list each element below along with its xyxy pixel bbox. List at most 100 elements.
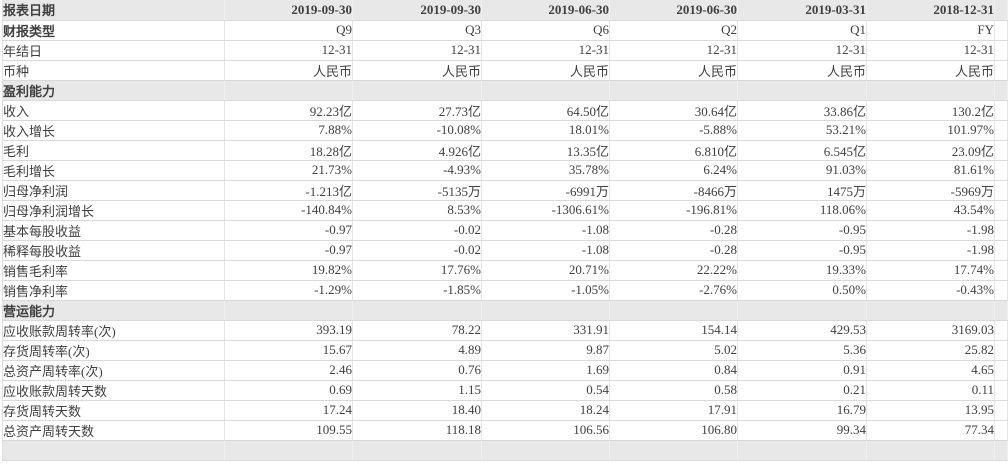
cell: 0.50% xyxy=(737,280,867,301)
cell: 21.73% xyxy=(224,160,353,181)
cell: 331.91 xyxy=(481,320,610,341)
cell: 78.22 xyxy=(352,320,482,341)
cell: 0.91 xyxy=(737,360,867,381)
cell: 64.50亿 xyxy=(481,100,610,121)
cell: -6991万 xyxy=(481,180,610,201)
cell: Q6 xyxy=(481,20,610,41)
cell: -5135万 xyxy=(352,180,482,201)
row-label: 毛利增长 xyxy=(2,160,225,181)
row-label: 销售毛利率 xyxy=(2,260,225,281)
cell: 30.64亿 xyxy=(609,100,738,121)
cell: -2.76% xyxy=(609,280,738,301)
cell: 43.54% xyxy=(866,200,995,221)
cell: 130.2亿 xyxy=(866,100,995,121)
cell: 1.15 xyxy=(352,380,482,401)
cell: 77.34 xyxy=(866,420,995,441)
clipped-column-cell xyxy=(994,40,1008,61)
data-row: 稀释每股收益 -0.97 -0.02 -1.08 -0.28 -0.95 -1.98 xyxy=(2,240,1008,261)
data-row: 基本每股收益 -0.97 -0.02 -1.08 -0.28 -0.95 -1.98 xyxy=(2,220,1008,241)
report-date-row: 报表日期 2019-09-30 2019-09-30 2019-06-30 2019-0… xyxy=(2,0,1008,21)
section-header-spacer-cell xyxy=(866,80,995,101)
clipped-section-cell xyxy=(224,440,353,461)
cell: -0.28 xyxy=(609,240,738,261)
cell: 2.46 xyxy=(224,360,353,381)
cell: -1.98 xyxy=(866,220,995,241)
cell: 0.76 xyxy=(352,360,482,381)
clipped-column-cell xyxy=(994,440,1008,461)
clipped-column-cell xyxy=(994,180,1008,201)
clipped-section-cell xyxy=(352,440,482,461)
cell: -10.08% xyxy=(352,120,482,141)
report-date-value: 2019-09-30 xyxy=(224,0,353,21)
clipped-column-cell xyxy=(994,160,1008,181)
clipped-column-cell xyxy=(994,300,1008,321)
clipped-column-cell xyxy=(994,420,1008,441)
cell: -0.97 xyxy=(224,240,353,261)
cell: 12-31 xyxy=(352,40,482,61)
cell: 53.21% xyxy=(737,120,867,141)
clipped-column-cell xyxy=(994,20,1008,41)
clipped-column-cell xyxy=(994,340,1008,361)
row-label: 总资产周转天数 xyxy=(2,420,225,441)
cell: -140.84% xyxy=(224,200,353,221)
cell: 13.95 xyxy=(866,400,995,421)
section-header-spacer-cell xyxy=(481,300,610,321)
cell: 12-31 xyxy=(737,40,867,61)
data-row: 销售净利率 -1.29% -1.85% -1.05% -2.76% 0.50% -0.43% xyxy=(2,280,1008,301)
report-date-value: 2018-12-31 xyxy=(866,0,995,21)
report-date-value: 2019-03-31 xyxy=(737,0,867,21)
cell: 人民币 xyxy=(481,60,610,81)
clipped-column-cell xyxy=(994,80,1008,101)
report-date-value: 2019-09-30 xyxy=(352,0,482,21)
cell: 18.24 xyxy=(481,400,610,421)
cell: 4.89 xyxy=(352,340,482,361)
cell: 19.82% xyxy=(224,260,353,281)
cell: 27.73亿 xyxy=(352,100,482,121)
cell: Q2 xyxy=(609,20,738,41)
cell: 17.76% xyxy=(352,260,482,281)
cell: 5.02 xyxy=(609,340,738,361)
cell: 17.24 xyxy=(224,400,353,421)
cell: 0.58 xyxy=(609,380,738,401)
meta-row: 币种 人民币 人民币 人民币 人民币 人民币 人民币 xyxy=(2,60,1008,81)
cell: -1.98 xyxy=(866,240,995,261)
clipped-column-cell xyxy=(994,60,1008,81)
cell: 人民币 xyxy=(352,60,482,81)
cell: 393.19 xyxy=(224,320,353,341)
row-label: 稀释每股收益 xyxy=(2,240,225,261)
cell: -5.88% xyxy=(609,120,738,141)
row-label: 年结日 xyxy=(2,40,225,61)
cell: -5969万 xyxy=(866,180,995,201)
clipped-column-cell xyxy=(994,220,1008,241)
cell: 91.03% xyxy=(737,160,867,181)
cell: 23.09亿 xyxy=(866,140,995,161)
row-label: 基本每股收益 xyxy=(2,220,225,241)
section-header-spacer-cell xyxy=(609,80,738,101)
cell: 35.78% xyxy=(481,160,610,181)
cell: -1.08 xyxy=(481,240,610,261)
cell: 154.14 xyxy=(609,320,738,341)
data-row: 存货周转率(次) 15.67 4.89 9.87 5.02 5.36 25.82 xyxy=(2,340,1008,361)
clipped-bottom-band-row xyxy=(2,440,1008,461)
section-header-row: 盈利能力 xyxy=(2,80,1008,101)
section-header-spacer-cell xyxy=(352,300,482,321)
cell: -0.95 xyxy=(737,220,867,241)
clipped-column-cell xyxy=(994,400,1008,421)
data-row: 归母净利润增长 -140.84% 8.53% -1306.61% -196.81% 118… xyxy=(2,200,1008,221)
row-label: 财报类型 xyxy=(2,20,225,41)
cell: 0.21 xyxy=(737,380,867,401)
data-row: 归母净利润 -1.213亿 -5135万 -6991万 -8466万 1475万 -5969… xyxy=(2,180,1008,201)
cell: -4.93% xyxy=(352,160,482,181)
section-header-spacer-cell xyxy=(866,300,995,321)
data-row: 收入增长 7.88% -10.08% 18.01% -5.88% 53.21% 101.97… xyxy=(2,120,1008,141)
report-date-value: 2019-06-30 xyxy=(481,0,610,21)
cell: -1.85% xyxy=(352,280,482,301)
cell: -0.28 xyxy=(609,220,738,241)
cell: 33.86亿 xyxy=(737,100,867,121)
clipped-section-cell xyxy=(2,440,225,461)
cell: -8466万 xyxy=(609,180,738,201)
cell: 109.55 xyxy=(224,420,353,441)
cell: 人民币 xyxy=(866,60,995,81)
cell: 4.926亿 xyxy=(352,140,482,161)
